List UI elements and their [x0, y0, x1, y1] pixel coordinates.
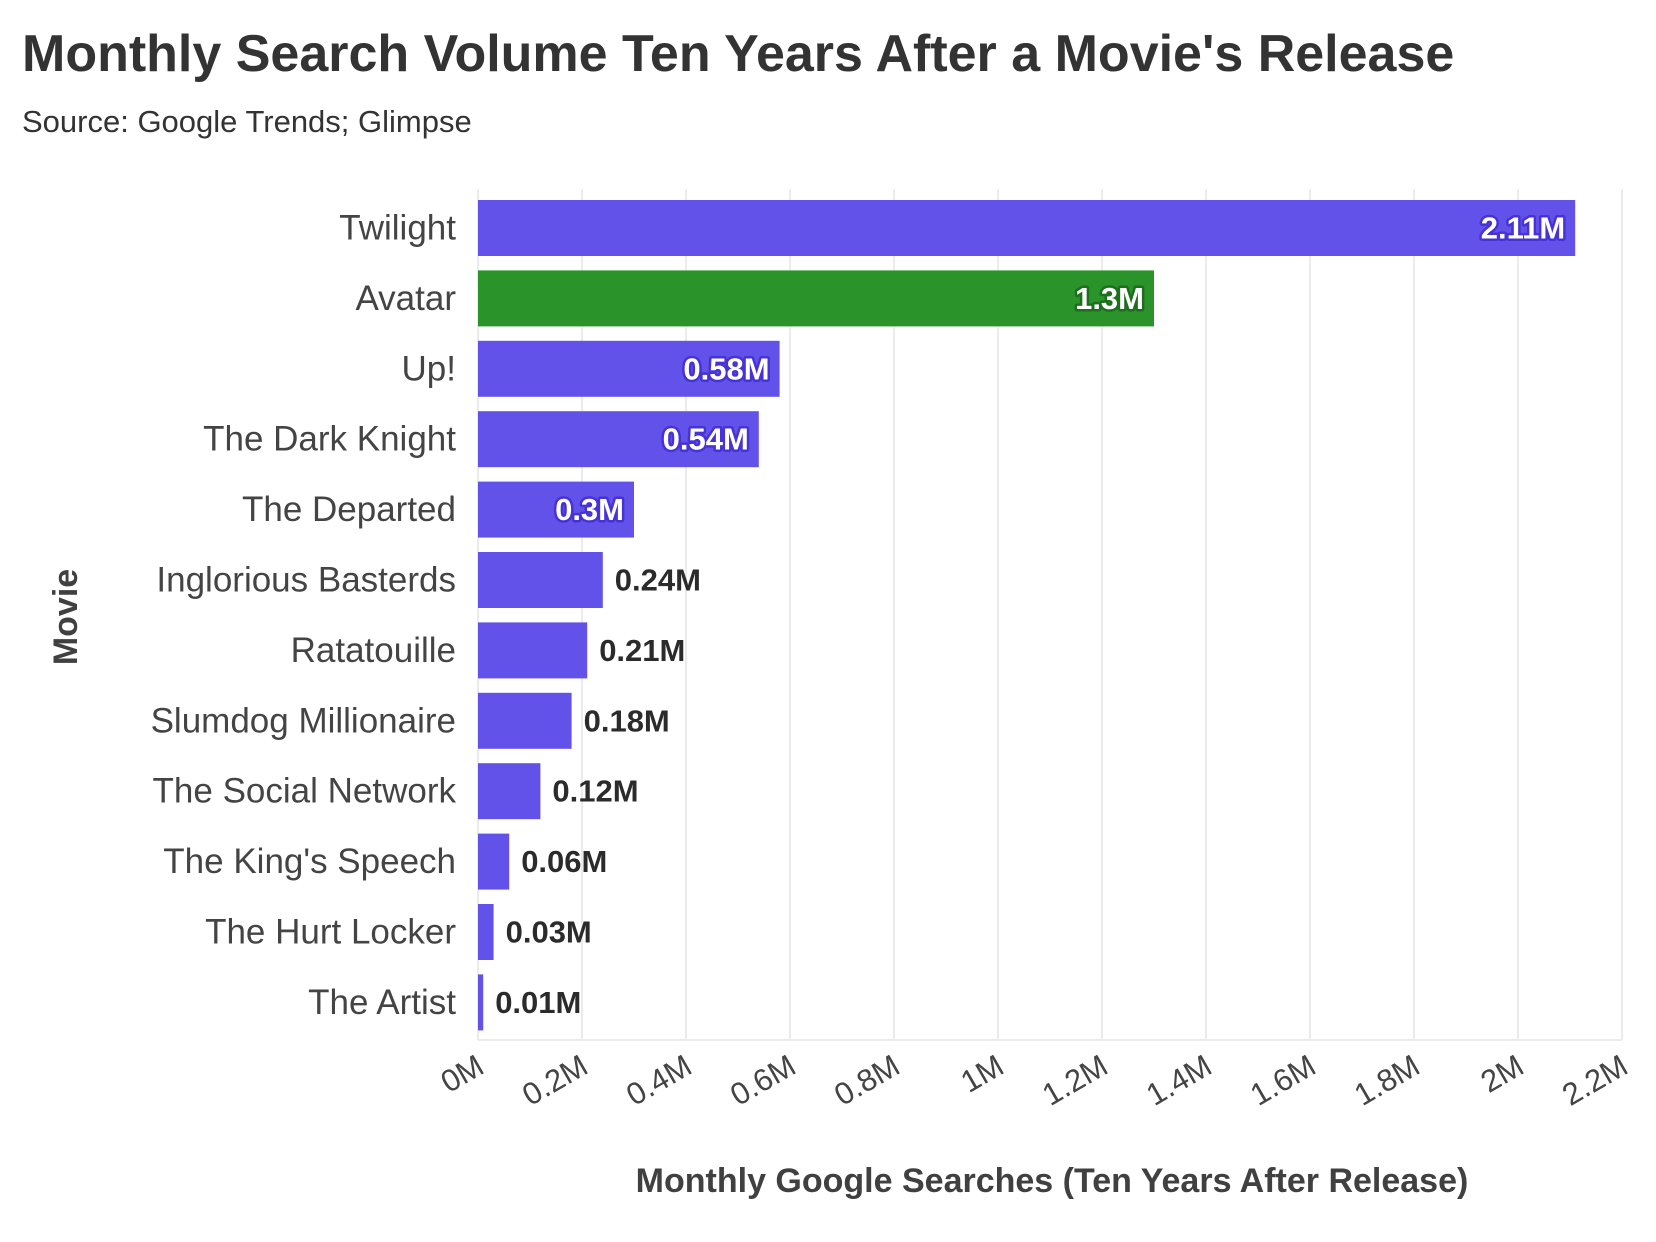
x-axis-tick-labels: 0M 0.2M 0.4M 0.6M 0.8M 1M 1.2M 1.4M 1.6M 1.8M 2M 2.… — [435, 1048, 1634, 1113]
bar-5 — [478, 552, 603, 608]
bar-1 — [478, 270, 1154, 327]
x-tick-label-1: 0.2M — [516, 1048, 593, 1113]
bar-11 — [478, 974, 484, 1031]
value-label-3: 0.54M — [663, 422, 749, 457]
y-tick-label-9: The King's Speech — [163, 842, 456, 881]
y-tick-label-1: Avatar — [355, 279, 456, 318]
x-tick-label-9: 1.8M — [1348, 1048, 1425, 1113]
bar-6 — [478, 622, 588, 679]
bar-4 — [478, 481, 634, 538]
x-tick-label-6: 1.2M — [1036, 1048, 1113, 1113]
value-label-2: 0.58M — [683, 351, 769, 386]
bar-3 — [478, 411, 759, 468]
y-tick-label-4: The Departed — [242, 490, 456, 529]
value-label-6: 0.21M — [599, 633, 685, 668]
bars — [478, 200, 1576, 1031]
value-labels: 2.11M 1.3M 0.58M 0.54M 0.3M 0.24M 0.21M 0.18M 0.… — [495, 208, 1567, 1020]
y-tick-label-8: The Social Network — [153, 772, 457, 811]
x-tick-label-3: 0.6M — [724, 1048, 801, 1113]
value-label-7: 0.18M — [584, 703, 670, 738]
chart-title: Monthly Search Volume Ten Years After a … — [22, 25, 1455, 83]
value-label-8: 0.12M — [552, 774, 638, 809]
x-tick-label-8: 1.6M — [1244, 1048, 1321, 1113]
y-axis-title: Movie — [47, 569, 85, 665]
y-tick-label-11: The Artist — [308, 983, 456, 1022]
x-tick-label-2: 0.4M — [620, 1048, 697, 1113]
bar-10 — [478, 904, 494, 960]
x-tick-label-4: 0.8M — [828, 1048, 905, 1113]
y-tick-label-6: Ratatouille — [291, 631, 456, 670]
y-axis-tick-labels: Twilight Avatar Up! The Dark Knight The Depa… — [151, 209, 457, 1022]
value-label-10: 0.03M — [506, 915, 592, 950]
value-label-1: 1.3M — [1075, 281, 1144, 316]
y-tick-label-5: Inglorious Basterds — [156, 561, 456, 600]
y-tick-label-3: The Dark Knight — [203, 420, 456, 459]
value-label-9: 0.06M — [521, 844, 607, 879]
y-tick-label-0: Twilight — [339, 209, 456, 248]
x-tick-label-5: 1M — [955, 1048, 1010, 1100]
x-axis-title: Monthly Google Searches (Ten Years After… — [636, 1162, 1469, 1200]
x-tick-label-10: 2M — [1475, 1048, 1530, 1100]
bar-0 — [478, 200, 1576, 256]
y-tick-label-7: Slumdog Millionaire — [151, 701, 456, 740]
x-tick-label-7: 1.4M — [1140, 1048, 1217, 1113]
value-label-0: 2.11M — [1481, 211, 1565, 246]
x-tick-label-0: 0M — [435, 1048, 490, 1100]
gridlines — [477, 189, 1623, 1041]
value-label-11: 0.01M — [495, 985, 581, 1020]
bar-7 — [478, 692, 572, 749]
chart-subtitle: Source: Google Trends; Glimpse — [22, 104, 472, 139]
bar-2 — [478, 340, 780, 397]
bar-9 — [478, 833, 510, 890]
bar-8 — [478, 763, 541, 820]
value-label-4: 0.3M — [555, 492, 624, 527]
y-tick-label-2: Up! — [402, 349, 456, 388]
y-tick-label-10: The Hurt Locker — [205, 913, 456, 952]
x-tick-label-11: 2.2M — [1556, 1048, 1633, 1113]
value-label-5: 0.24M — [615, 563, 701, 598]
